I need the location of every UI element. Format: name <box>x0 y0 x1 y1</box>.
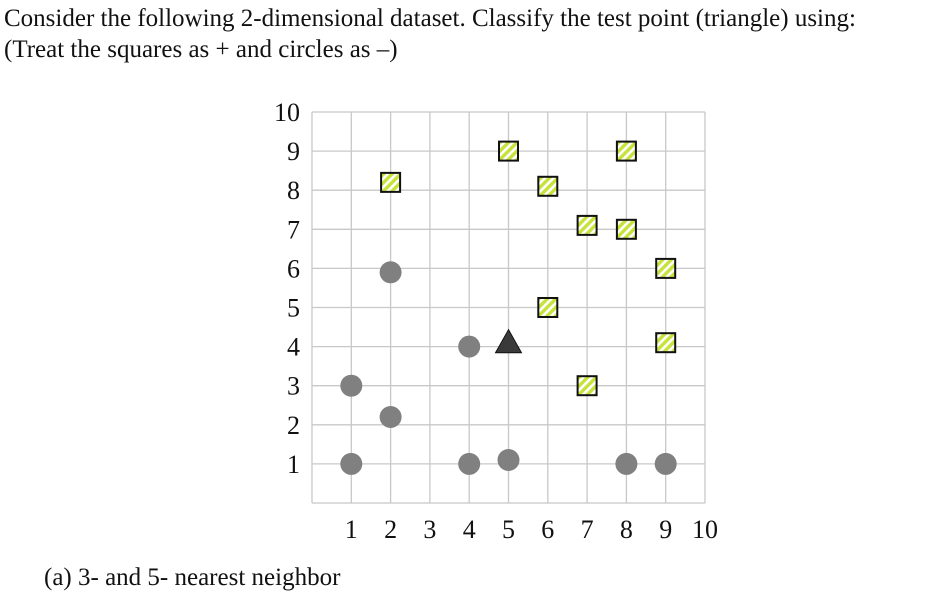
question-line-1: Consider the following 2-dimensional dat… <box>4 5 856 32</box>
y-tick-label: 10 <box>274 98 300 127</box>
square-point <box>576 375 598 397</box>
circle-point <box>615 452 638 475</box>
circle-point <box>654 452 677 475</box>
part-a-label: (a) 3- and 5- nearest neighbor <box>44 564 341 591</box>
x-tick-label: 3 <box>423 515 436 544</box>
x-tick-label: 7 <box>581 515 594 544</box>
y-tick-label: 8 <box>287 176 300 205</box>
square-point <box>380 171 402 193</box>
square-point <box>537 297 559 318</box>
y-tick-label: 9 <box>287 137 300 166</box>
square-point <box>576 214 598 236</box>
circle-point <box>458 335 481 358</box>
circle-point <box>458 452 481 475</box>
y-tick-label: 3 <box>287 372 300 401</box>
data-points <box>340 140 677 475</box>
square-point <box>655 332 677 354</box>
y-tick-label: 6 <box>287 254 300 283</box>
circle-point <box>497 448 520 471</box>
y-tick-label: 5 <box>287 294 300 323</box>
y-tick-label: 2 <box>287 411 300 440</box>
x-tick-label: 1 <box>345 515 358 544</box>
circle-point <box>340 374 363 397</box>
square-point <box>537 175 559 197</box>
y-tick-label: 4 <box>287 333 300 362</box>
x-tick-label: 2 <box>384 515 397 544</box>
circle-point <box>379 405 402 428</box>
x-tick-label: 8 <box>620 515 633 544</box>
test-point-triangle <box>494 328 523 354</box>
question-line-2: (Treat the squares as + and circles as –… <box>4 36 398 63</box>
square-point <box>655 257 677 279</box>
x-tick-label: 9 <box>659 515 672 544</box>
square-point <box>615 140 637 162</box>
x-tick-label: 6 <box>541 515 554 544</box>
y-tick-label: 1 <box>287 450 300 479</box>
square-point <box>615 218 637 240</box>
x-tick-label: 10 <box>692 515 718 544</box>
x-tick-label: 4 <box>463 515 476 544</box>
x-tick-label: 5 <box>502 515 515 544</box>
y-tick-label: 7 <box>287 215 300 244</box>
plot-grid <box>311 111 706 504</box>
circle-point <box>340 452 363 475</box>
square-point <box>498 140 519 162</box>
circle-point <box>379 261 402 284</box>
